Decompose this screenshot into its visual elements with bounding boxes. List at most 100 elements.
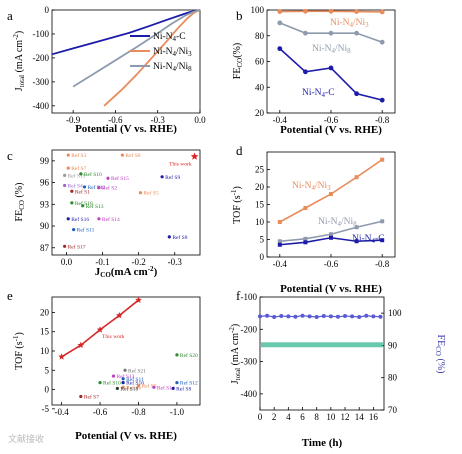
this-work-star — [96, 326, 104, 333]
tof-point — [277, 242, 282, 247]
ref-point — [121, 385, 125, 389]
x-tick-label: -0.6 — [93, 407, 108, 417]
ref-point — [138, 191, 143, 195]
point-label: Ref S16 — [71, 216, 89, 223]
point-label: Ref S18 — [120, 385, 138, 392]
x-tick-label: 2 — [272, 412, 277, 422]
fe-stability-point — [300, 313, 305, 318]
y-tick-label: 100 — [251, 5, 265, 15]
fe-point — [303, 30, 308, 36]
ref-point — [152, 385, 156, 389]
x-tick-label: -0.8 — [375, 115, 390, 125]
panel-a-frame — [51, 9, 201, 114]
panel-f-stability-chart: 0 2 4 6 8 10 12 14 16 -400 -300 -200 -100 70 80 90 100 T… — [228, 292, 446, 449]
y-tick-label: 93 — [40, 199, 50, 209]
panel-letter-c: c — [7, 148, 13, 163]
panel-b-label-ni3: Ni-N4/Ni3 — [330, 18, 369, 29]
fe-point — [354, 91, 359, 97]
fe-point — [277, 20, 283, 26]
tof-point — [354, 225, 359, 230]
panel-f-frame — [259, 296, 385, 411]
ref-point — [167, 235, 171, 239]
fe-stability-point — [321, 314, 326, 319]
y-tick-label: 96 — [40, 178, 50, 188]
x-tick-label: -0.4 — [273, 115, 288, 125]
panel-c-frame — [51, 149, 201, 256]
ref-point — [66, 217, 70, 221]
fe-stability-point — [286, 314, 291, 319]
x-tick-label: -1.0 — [170, 407, 185, 417]
point-label: Ref S16 — [126, 380, 144, 387]
ref-point — [63, 183, 67, 188]
ref-point — [66, 166, 70, 170]
panel-d-ylabel: TOF (s-1) — [230, 186, 243, 224]
y-tick-label: 99 — [40, 156, 50, 166]
panel-b-xlabel: Potential (V vs. RHE) — [280, 124, 382, 136]
point-label: Ref S7 — [84, 394, 99, 401]
fe-stability-point — [350, 314, 355, 319]
panel-b-fe-chart: -0.4 -0.6 -0.8 20 40 60 80 100 Potential (V vs.… — [232, 5, 396, 136]
fe-stability-point — [371, 314, 376, 319]
x-tick-label: 12 — [341, 412, 350, 422]
y-tick-label: 5 — [260, 235, 265, 245]
fe-stability-point — [378, 314, 383, 319]
y-tick-label: -100 — [33, 29, 50, 39]
point-label: Ref S20 — [180, 352, 198, 359]
y-tick-label: 0 — [260, 252, 265, 262]
ref-point — [79, 172, 83, 176]
ref-point — [121, 381, 125, 385]
ref-point — [79, 394, 83, 399]
point-label: Ref S21 — [128, 367, 146, 374]
y-tick-label: -400 — [241, 389, 258, 399]
point-label: Ref S14 — [102, 216, 120, 223]
panel-d-label-ni3: Ni-N4/Ni3 — [292, 181, 331, 192]
y-right-tick-label: 100 — [388, 308, 402, 318]
ref-point — [82, 185, 87, 189]
x-tick-label: -0.6 — [324, 259, 339, 269]
y-tick-label: -100 — [241, 292, 258, 302]
point-label: Ref S18 — [75, 200, 93, 207]
fe-stability-point — [272, 315, 277, 320]
y-right-tick-label: 70 — [388, 405, 398, 415]
ref-point — [160, 175, 164, 179]
tof-point — [329, 232, 333, 237]
fe-point — [303, 69, 308, 75]
ref-point — [81, 204, 85, 208]
point-label: Ref S2 — [102, 185, 117, 192]
ref-point — [111, 374, 116, 378]
x-tick-label: -0.4 — [273, 259, 288, 269]
panel-f-ylabel: Jtotal (mA cm-2) — [228, 324, 242, 385]
panel-a-ylabel: Jtotal (mA cm-2) — [12, 31, 26, 92]
panel-d-tof-chart: -0.4 -0.6 -0.8 0 5 10 15 20 25 Potential (V vs. … — [230, 151, 396, 295]
y-tick-label: 15 — [40, 327, 50, 337]
watermark-text: 文献接收 — [8, 433, 44, 444]
x-tick-label: -0.6 — [108, 115, 123, 125]
fe-point — [277, 46, 283, 52]
ref-point — [175, 353, 179, 357]
point-label: Ref S8 — [172, 234, 187, 241]
this-work-star — [77, 341, 85, 348]
panel-b-label-ni8: Ni-N4/Ni8 — [312, 44, 351, 55]
fe-stability-point — [314, 315, 319, 320]
x-tick-label: 10 — [326, 412, 336, 422]
x-tick-label: -0.3 — [168, 257, 183, 267]
panel-c-ylabel: FECO (%) — [14, 183, 26, 222]
fe-stability-point — [293, 314, 298, 319]
panel-e-tof-comparison-chart: -0.4 -0.6 -0.8 -1.0 -5 0 5 10 15 20 This work Ref S… — [12, 296, 201, 442]
point-label: Ref S5 — [141, 383, 156, 390]
point-label: Ref S1 — [75, 188, 90, 195]
panel-b-label-c: Ni-N4-C — [302, 88, 335, 99]
point-label: Ref S11 — [126, 376, 144, 383]
y-tick-label: 5 — [45, 365, 50, 375]
panel-f-xlabel: Time (h) — [302, 437, 343, 449]
panel-letter-f: f — [236, 288, 241, 303]
ref-point — [70, 201, 74, 205]
tof-point — [380, 219, 385, 224]
fe-point — [379, 39, 385, 45]
ref-point — [171, 386, 175, 391]
panel-b-ylabel: FECO(%) — [232, 43, 244, 79]
y-tick-label: -200 — [33, 53, 50, 63]
x-tick-label: -0.6 — [324, 115, 339, 125]
point-label: Ref S12 — [87, 184, 105, 191]
